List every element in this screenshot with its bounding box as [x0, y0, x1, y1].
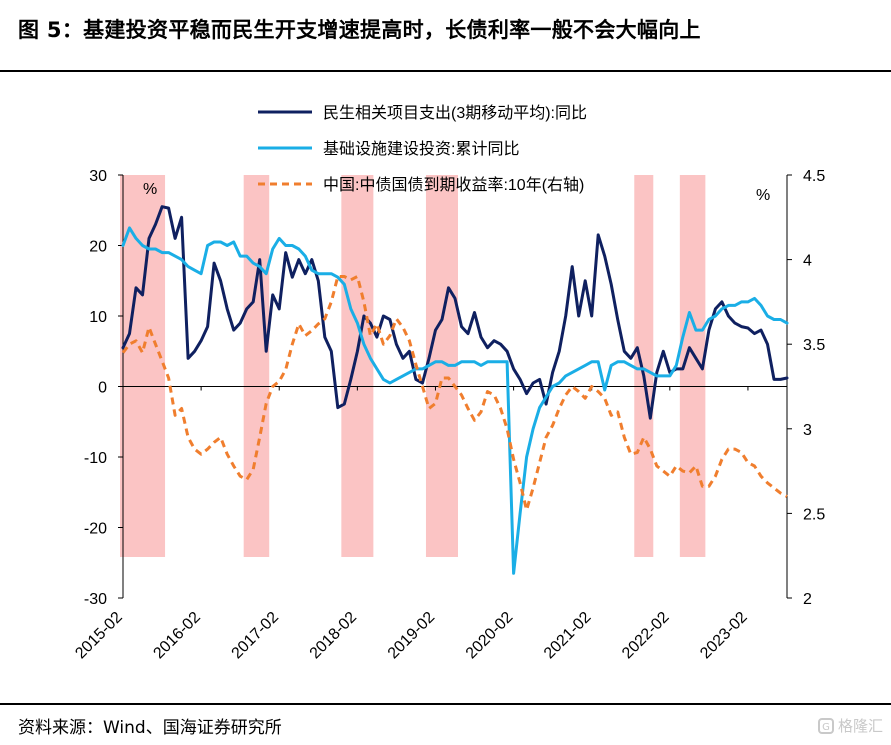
right-tick-label: 2.5 [803, 506, 825, 523]
right-tick-label: 2 [803, 591, 812, 608]
legend-label-1: 基础设施建设投资:累计同比 [323, 140, 519, 158]
source-note: 资料来源：Wind、国海证券研究所 [18, 718, 282, 738]
x-tick-label: 2015-02 [72, 609, 126, 663]
left-tick-label: -30 [84, 591, 107, 608]
x-tick-label: 2019-02 [385, 609, 439, 663]
right-unit-label: % [756, 187, 770, 204]
left-tick-label: -10 [84, 450, 107, 467]
x-tick-label: 2023-02 [697, 609, 751, 663]
shaded-period-4 [634, 175, 654, 557]
right-tick-label: 3 [803, 422, 812, 439]
left-tick-label: 30 [89, 168, 107, 185]
right-tick-label: 4.5 [803, 168, 825, 185]
left-tick-label: 0 [98, 380, 107, 397]
left-tick-label: -20 [84, 521, 107, 538]
x-tick-label: 2021-02 [541, 609, 595, 663]
x-tick-label: 2022-02 [619, 609, 673, 663]
watermark: G 格隆汇 [817, 715, 883, 736]
page-title: 图 5：基建投资平稳而民生开支增速提高时，长债利率一般不会大幅向上 [18, 18, 701, 42]
x-tick-label: 2018-02 [307, 609, 361, 663]
series-line-2 [121, 275, 788, 512]
x-tick-label: 2020-02 [463, 609, 517, 663]
legend-label-0: 民生相关项目支出(3期移动平均):同比 [323, 104, 587, 122]
right-tick-label: 4 [803, 253, 812, 270]
shaded-period-1 [243, 175, 270, 557]
watermark-logo-icon: G [817, 717, 834, 734]
shaded-period-2 [341, 175, 374, 557]
top-divider [0, 70, 891, 72]
left-tick-label: 20 [89, 239, 107, 256]
legend-label-2: 中国:中债国债到期收益率:10年(右轴) [323, 176, 584, 194]
series-line-0 [121, 205, 789, 420]
right-tick-label: 3.5 [803, 337, 825, 354]
legend: 民生相关项目支出(3期移动平均):同比基础设施建设投资:累计同比中国:中债国债到… [258, 104, 587, 194]
watermark-text: 格隆汇 [837, 717, 883, 735]
shaded-period-0 [120, 175, 166, 557]
series-lines [121, 205, 789, 575]
series-line-1 [121, 226, 789, 575]
left-tick-label: 10 [89, 309, 107, 326]
x-tick-label: 2017-02 [229, 609, 283, 663]
bottom-divider [0, 703, 891, 705]
x-tick-label: 2016-02 [150, 609, 204, 663]
left-unit-label: % [143, 181, 157, 198]
